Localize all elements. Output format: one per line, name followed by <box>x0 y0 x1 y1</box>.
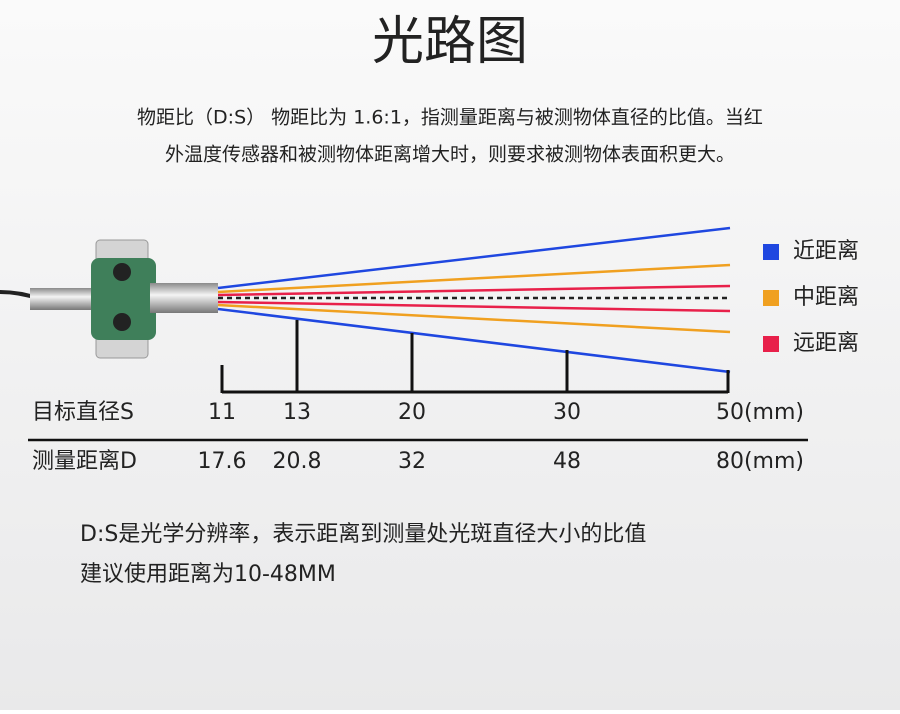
title: 光路图 <box>372 12 528 72</box>
cell: 80(mm) <box>716 449 804 474</box>
cell: 50(mm) <box>716 400 804 425</box>
cell: 17.6 <box>198 449 247 474</box>
legend-swatch <box>763 290 779 306</box>
cell: 48 <box>553 449 581 474</box>
note-line: D:S是光学分辨率，表示距离到测量处光斑直径大小的比值 <box>80 522 646 547</box>
cell: 13 <box>283 400 311 425</box>
legend-label: 近距离 <box>793 239 859 264</box>
cell: 30 <box>553 400 581 425</box>
beams <box>217 226 731 374</box>
legend-swatch <box>763 336 779 352</box>
legend-swatch <box>763 244 779 260</box>
description-line: 物距比（D:S） 物距比为 1.6:1，指测量距离与被测物体直径的比值。当红 <box>137 107 763 129</box>
row-label: 测量距离D <box>32 449 137 474</box>
cell: 32 <box>398 449 426 474</box>
description-line: 外温度传感器和被测物体距离增大时，则要求被测物体表面积更大。 <box>165 144 735 166</box>
markers <box>220 320 730 394</box>
legend-label: 远距离 <box>793 331 859 356</box>
cell: 20 <box>398 400 426 425</box>
cell: 20.8 <box>273 449 322 474</box>
cell: 11 <box>208 400 236 425</box>
legend-label: 中距离 <box>793 285 859 310</box>
note-line: 建议使用距离为10-48MM <box>80 562 336 587</box>
sensor <box>0 239 218 359</box>
row-label: 目标直径S <box>32 400 134 425</box>
